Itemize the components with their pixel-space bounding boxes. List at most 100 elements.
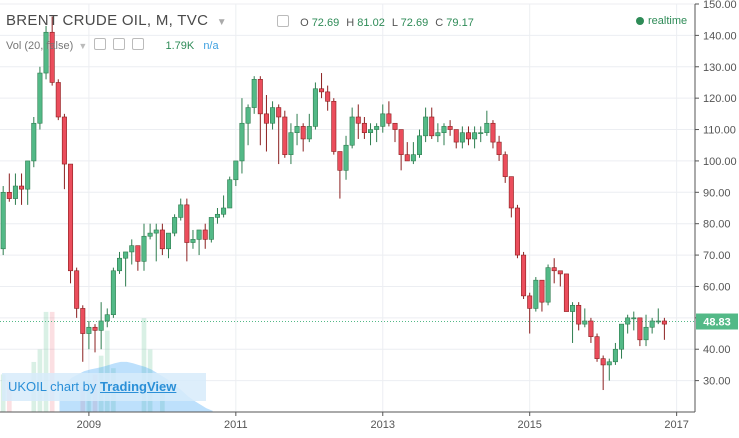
candle-body	[453, 129, 459, 143]
candle-body	[294, 126, 300, 133]
volume-legend: Vol (20, false) ▼ 1.79K n/a	[6, 38, 219, 52]
candle-body	[655, 320, 661, 323]
realtime-label: realtime	[648, 15, 688, 27]
candle-body	[251, 79, 257, 108]
candle-body	[202, 229, 208, 240]
candle-body	[502, 154, 508, 177]
candle-body	[355, 116, 361, 124]
candle-body	[484, 122, 490, 133]
candle-body	[478, 132, 484, 134]
candle-body	[404, 154, 410, 162]
candle-body	[661, 320, 667, 325]
volume-dropdown-icon[interactable]: ▼	[78, 41, 88, 51]
candle-body	[117, 257, 123, 272]
gear-icon[interactable]	[113, 38, 126, 50]
candle-body	[472, 132, 478, 140]
candle-body	[570, 304, 576, 312]
candle-body	[86, 326, 92, 334]
candle-body	[508, 176, 514, 209]
watermark-brand[interactable]: TradingView	[100, 379, 177, 394]
title-dropdown-icon[interactable]: ▼	[216, 17, 227, 28]
candle-body	[104, 314, 110, 322]
y-tick-label: 90.00	[703, 187, 731, 199]
volume-value: 1.79K	[165, 40, 195, 52]
volume-extra: n/a	[203, 40, 219, 52]
ohlc-low: 72.69	[400, 17, 429, 29]
candle-body	[12, 185, 18, 199]
candle-body	[447, 126, 453, 130]
candle-body	[49, 31, 55, 83]
candle-body	[208, 217, 214, 240]
candle-body	[429, 116, 435, 137]
y-tick-label: 80.00	[703, 219, 731, 231]
y-tick-label: 70.00	[703, 250, 731, 262]
candle-body	[257, 79, 263, 115]
y-tick-label: 130.00	[703, 62, 737, 74]
settings-icon[interactable]	[277, 15, 289, 27]
tradingview-watermark[interactable]: UKOIL chart by TradingView	[2, 373, 206, 401]
ohlc-readout: O 72.69 H 81.02 L 72.69 C 79.17	[273, 15, 478, 29]
eye-icon[interactable]	[94, 38, 107, 50]
candle-body	[576, 304, 582, 325]
candle-body	[184, 204, 190, 243]
y-tick-label: 30.00	[703, 376, 731, 388]
symbol-title: BRENT CRUDE OIL, M, TVC	[6, 12, 209, 29]
candle-body	[110, 270, 116, 316]
candle-body	[98, 320, 104, 331]
candle-body	[135, 245, 141, 262]
candle-body	[159, 229, 165, 250]
candle-body	[386, 113, 392, 124]
candle-body	[649, 320, 655, 328]
candle-body	[563, 273, 569, 312]
candle-body	[368, 129, 374, 133]
candle-body	[141, 235, 147, 262]
candle-body	[245, 107, 251, 124]
volume-label: Vol (20, false)	[6, 40, 74, 52]
candle-body	[325, 91, 331, 102]
candle-body	[178, 204, 184, 218]
y-tick-label: 150.00	[703, 0, 737, 11]
candle-body	[588, 320, 594, 337]
candle-body	[190, 239, 196, 243]
candle-body	[312, 88, 318, 127]
candle-body	[68, 163, 74, 272]
candle-body	[521, 254, 527, 297]
candle-body	[631, 317, 637, 320]
candle-body	[0, 192, 6, 250]
candle-body	[380, 113, 386, 127]
volume-bar	[43, 311, 49, 412]
realtime-indicator: realtime	[636, 15, 687, 27]
candle-body	[288, 132, 294, 155]
candle-body	[545, 267, 551, 303]
candle-body	[337, 151, 343, 171]
candle-body	[551, 267, 557, 272]
ohlc-close: 79.17	[446, 17, 474, 29]
y-tick-label: 140.00	[703, 30, 737, 42]
close-icon[interactable]	[132, 38, 145, 50]
candle-body	[6, 192, 12, 199]
candle-body	[374, 126, 380, 130]
x-tick-label: 2017	[664, 419, 688, 431]
watermark-text: UKOIL chart by	[8, 379, 97, 394]
y-tick-label: 100.00	[703, 156, 737, 168]
candle-body	[343, 144, 349, 171]
candle-body	[37, 72, 43, 124]
candle-body	[441, 126, 447, 133]
candle-body	[233, 160, 239, 181]
candle-body	[331, 100, 337, 152]
candle-body	[221, 207, 227, 215]
candle-body	[423, 116, 429, 137]
candle-body	[392, 122, 398, 130]
y-tick-label: 60.00	[703, 281, 731, 293]
candle-body	[600, 358, 606, 366]
ohlc-open-label: O	[300, 17, 309, 29]
candle-body	[594, 336, 600, 359]
candle-body	[80, 308, 86, 334]
candle-body	[31, 122, 37, 162]
candle-body	[43, 31, 49, 74]
candle-body	[129, 245, 135, 253]
volume-bar	[141, 318, 147, 412]
candle-body	[263, 113, 269, 124]
candle-body	[239, 122, 245, 162]
